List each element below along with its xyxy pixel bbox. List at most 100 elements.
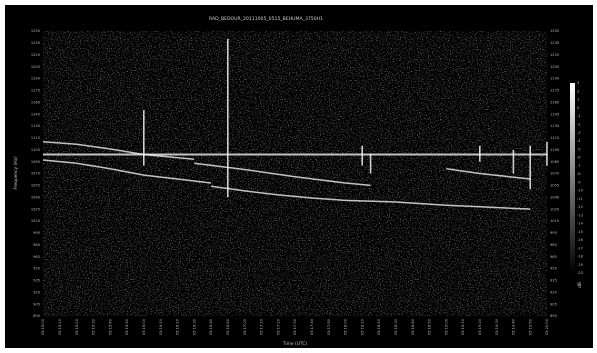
plot-area [42,31,548,316]
colorbar-tick-label: -14 [577,222,584,226]
colorbar-tick-label: -18 [577,255,584,259]
y-tick-label-right: 920 [550,290,558,294]
spectrogram-svg: RAD_BEDOUR_20111005_0515_BEHUMA_3750H1 1… [13,16,584,347]
x-tick-label: 05:15:50 [125,318,129,335]
x-tick-label: 05:19:10 [461,318,465,335]
doppler-trace [42,159,212,184]
x-tick-label: 05:16:30 [192,318,196,335]
x-tick-label: 05:18:20 [377,318,381,335]
x-tick-label: 05:18:30 [394,318,398,335]
x-tick-label: 05:15:00 [41,318,45,335]
x-tick-label: 05:15:20 [75,318,79,335]
x-tick-label: 05:15:40 [108,318,112,335]
y-tick-label-right: 1235 [550,41,559,45]
x-tick-label: 05:16:00 [142,318,146,335]
y-tick-label: 950 [33,267,41,271]
colorbar-tick-label: -15 [577,230,583,234]
y-tick-label-right: 1085 [550,160,559,164]
y-tick-label: 1160 [31,100,41,104]
y-tick-label: 1070 [31,172,41,176]
x-tick-label: 05:18:00 [344,318,348,335]
y-tick-label: 995 [33,231,40,235]
colorbar-tick-label: -20 [577,271,584,275]
traces-layer [42,38,548,210]
y-tick-label: 890 [33,314,41,318]
colorbar-tick-label: -8 [577,172,581,176]
y-tick-label: 1220 [31,53,41,57]
colorbar-tick-label: -6 [577,156,581,160]
x-axis: 05:15:00 05:15:10 05:15:20 05:15:30 05:15:40… [41,318,549,335]
colorbar-tick-label: -12 [577,205,583,209]
y-axis-title: Frequency (Hz) [13,156,19,189]
colorbar-tick-label: -1 [577,114,581,118]
y-tick-label-right: 1025 [550,207,559,211]
doppler-trace [42,141,195,161]
x-tick-label: 05:19:30 [495,318,499,335]
y-tick-label-right: 1145 [550,112,559,116]
x-tick-label: 05:19:00 [444,318,448,335]
y-tick-label: 920 [33,290,41,294]
x-tick-label: 05:17:30 [293,318,297,335]
doppler-trace [446,168,531,180]
y-tick-label-right: 1175 [550,89,559,93]
colorbar-tick-label: -7 [577,164,581,168]
y-tick-label: 1085 [31,160,40,164]
colorbar-tick-label: -19 [577,263,584,267]
spectrogram-figure: RAD_BEDOUR_20111005_0515_BEHUMA_3750H1 1… [5,5,593,348]
y-tick-label-right: 980 [550,243,558,247]
x-tick-label: 05:15:10 [58,318,62,335]
x-axis-title: Time (UTC) [282,341,308,347]
y-tick-label: 1235 [31,41,40,45]
noise-background [43,31,547,316]
y-tick-label-right: 1070 [550,172,560,176]
y-tick-label: 935 [33,279,40,283]
y-tick-label: 1010 [31,219,41,223]
y-tick-label: 1100 [31,148,41,152]
colorbar-tick-label: 1 [577,98,579,102]
y-tick-label: 1055 [31,184,40,188]
x-tick-label: 05:18:10 [360,318,364,335]
y-tick-label-right: 1010 [550,219,560,223]
y-tick-label-right: 1040 [550,195,560,199]
y-tick-label-right: 995 [550,231,557,235]
y-tick-label-right: 1220 [550,53,560,57]
y-tick-label-right: 1115 [550,136,559,140]
y-tick-label-right: 1130 [550,124,560,128]
x-tick-label: 05:16:50 [226,318,230,335]
y-tick-label-right: 905 [550,302,557,306]
colorbar-gradient [570,83,575,273]
colorbar-tick-label: 3 [577,81,579,85]
y-tick-label-right: 1160 [550,100,560,104]
y-tick-label-right: 935 [550,279,557,283]
y-tick-label: 905 [33,302,40,306]
y-tick-label: 1190 [31,77,41,81]
colorbar-tick-label: -13 [577,213,583,217]
y-tick-label: 965 [33,255,40,259]
x-tick-label: 05:17:50 [327,318,331,335]
doppler-trace [210,185,531,210]
y-tick-label-right: 1190 [550,77,560,81]
y-tick-label-right: 1250 [550,29,560,33]
colorbar-tick-label: -5 [577,147,581,151]
y-tick-label: 980 [33,243,41,247]
y-tick-label-right: 965 [550,255,557,259]
y-tick-label-right: 950 [550,267,558,271]
x-tick-label: 05:17:10 [260,318,264,335]
y-tick-label-right: 1205 [550,65,559,69]
y-tick-label: 1250 [31,29,41,33]
colorbar-tick-label: -16 [577,238,584,242]
colorbar-tick-label: 2 [577,89,579,93]
colorbar-tick-label: -4 [577,139,581,143]
x-tick-label: 05:19:40 [512,318,516,335]
x-tick-label: 05:17:40 [310,318,314,335]
y-axis-left: 1250 1235 1220 1205 1190 1175 1160 1145 1130 1115… [31,29,41,318]
colorbar-tick-label: -9 [577,180,581,184]
x-tick-label: 05:20:00 [545,318,549,335]
y-axis-right: 1250 1235 1220 1205 1190 1175 1160 1145 1130 1115… [550,29,560,318]
y-tick-label: 1205 [31,65,40,69]
y-tick-label: 1130 [31,124,41,128]
x-tick-label: 05:17:00 [243,318,247,335]
colorbar: 3 2 1 0 -1 -2 -3 -4 -5 -6 -7 -8 -9 -10 -11 -12 -13 -14 -15… [570,81,584,288]
chart-title: RAD_BEDOUR_20111005_0515_BEHUMA_3750H1 [209,16,323,22]
y-tick-label-right: 890 [550,314,558,318]
